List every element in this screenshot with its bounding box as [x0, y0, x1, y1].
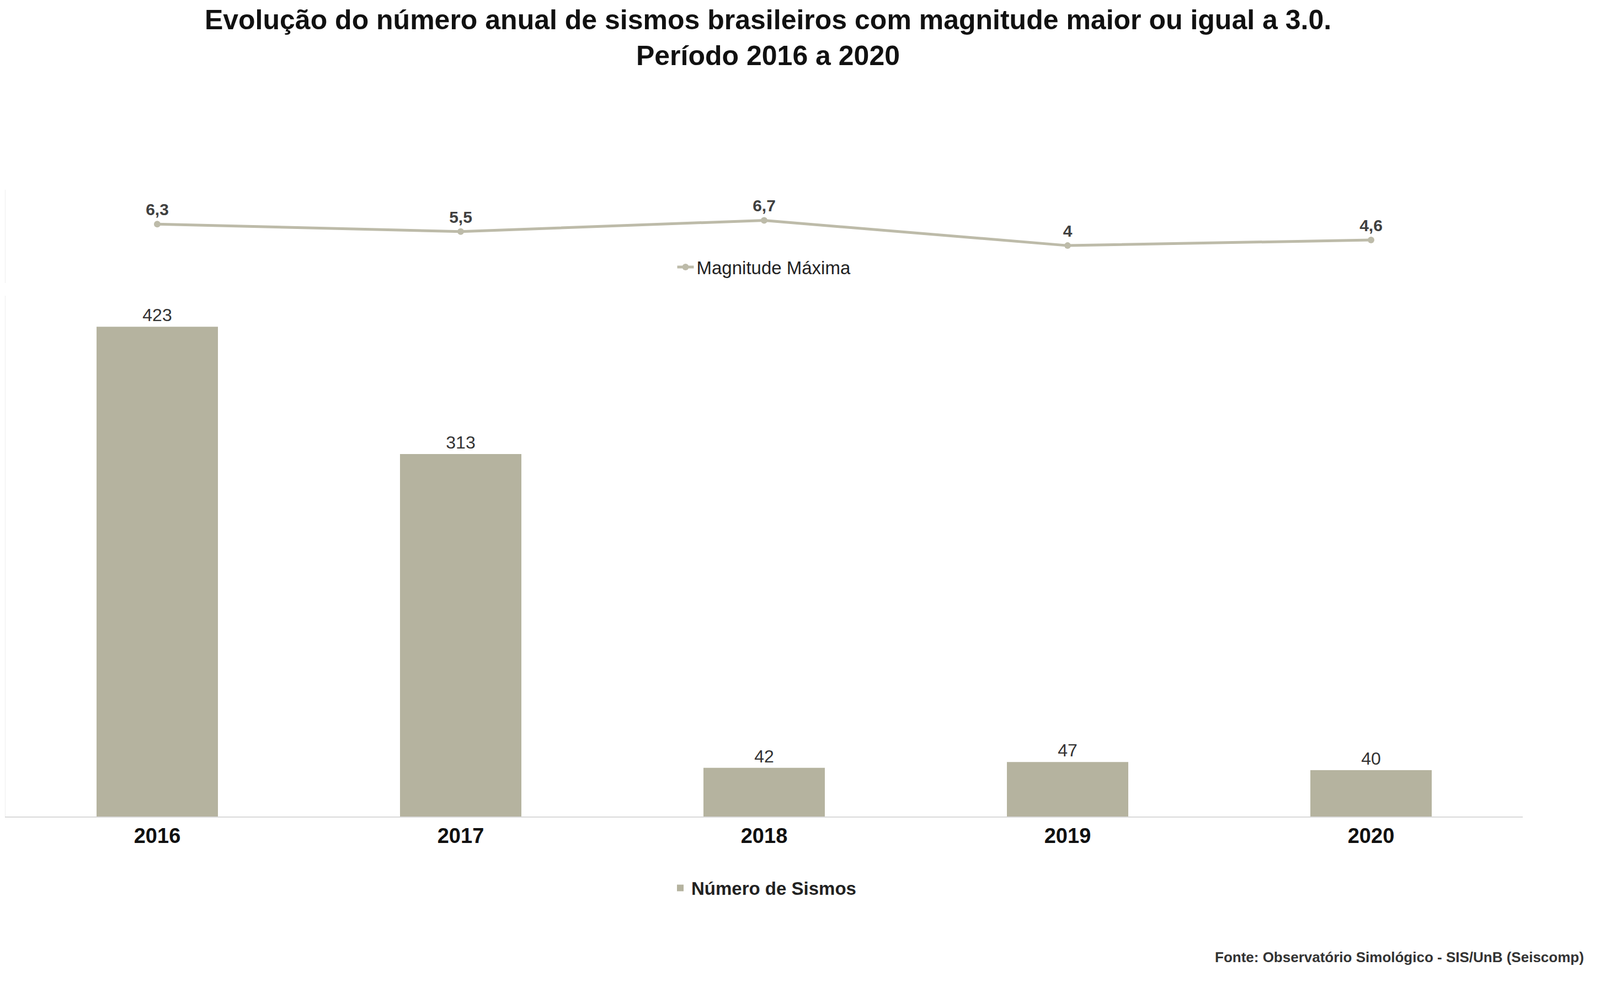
svg-text:Magnitude Máxima: Magnitude Máxima	[696, 257, 851, 279]
svg-text:47: 47	[1057, 740, 1078, 761]
svg-text:5,5: 5,5	[449, 208, 473, 227]
svg-text:42: 42	[754, 746, 775, 767]
svg-text:40: 40	[1361, 748, 1381, 769]
svg-text:6,7: 6,7	[752, 196, 776, 215]
svg-text:Evolução do número anual de si: Evolução do número anual de sismos brasi…	[204, 4, 1332, 72]
svg-text:423: 423	[142, 305, 172, 325]
svg-text:6,3: 6,3	[145, 200, 169, 219]
svg-text:Fonte: Observatório Simológico: Fonte: Observatório Simológico - SIS/UnB…	[1214, 948, 1584, 966]
svg-text:2016: 2016	[134, 824, 181, 848]
svg-text:2020: 2020	[1347, 824, 1395, 848]
svg-text:313: 313	[445, 432, 476, 453]
svg-text:Número de Sismos: Número de Sismos	[691, 878, 857, 899]
svg-text:2017: 2017	[437, 824, 485, 848]
svg-text:4: 4	[1063, 221, 1073, 240]
svg-text:2018: 2018	[740, 824, 788, 848]
svg-text:4,6: 4,6	[1359, 216, 1383, 235]
svg-text:2019: 2019	[1044, 824, 1092, 848]
